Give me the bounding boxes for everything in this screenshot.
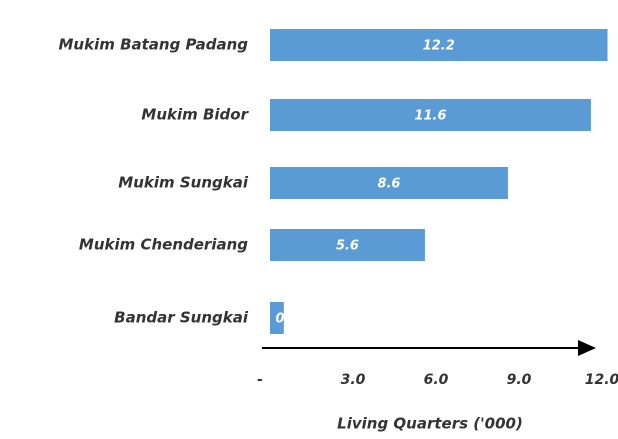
x-axis-title: Living Quarters ('000) [337,415,523,433]
value-label: 12.2 [423,39,455,54]
value-label: 11.6 [414,109,446,124]
bar [270,229,425,261]
x-tick-label: 3.0 [341,372,366,388]
x-tick-label: - [257,372,263,388]
bar [270,29,608,61]
value-label: 0.5 [275,312,298,327]
bar [270,302,284,334]
value-label: 8.6 [377,177,400,192]
bar [270,99,591,131]
x-tick-label: 6.0 [424,372,449,388]
bar [270,167,508,199]
value-label: 5.6 [336,239,359,254]
category-label: Mukim Chenderiang [79,236,248,254]
x-tick-label: 12.0 [585,372,618,388]
category-label: Bandar Sungkai [114,309,249,327]
x-tick-label: 9.0 [507,372,532,388]
category-label: Mukim Bidor [141,106,249,124]
category-label: Mukim Sungkai [118,174,249,192]
category-label: Mukim Batang Padang [59,36,249,54]
